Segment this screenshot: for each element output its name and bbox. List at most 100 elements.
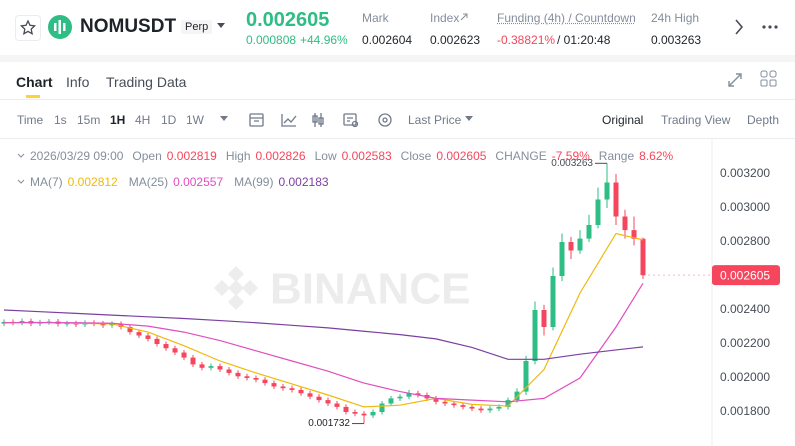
watermark: BINANCE: [214, 265, 470, 314]
ma-name: MA(7): [30, 175, 63, 189]
candle-body: [532, 310, 538, 361]
interval-dropdown[interactable]: [219, 115, 229, 123]
candle-body: [595, 199, 601, 225]
interval[interactable]: 1D: [161, 113, 177, 127]
watermark-logo: [214, 266, 258, 310]
candle-body: [631, 230, 637, 239]
candle-body: [298, 389, 304, 394]
scroll-right[interactable]: [732, 17, 746, 37]
candle-body: [190, 357, 196, 365]
collapse-icon[interactable]: [17, 175, 25, 189]
candle-body: [154, 338, 160, 344]
price-type[interactable]: Last Price: [408, 113, 462, 127]
candle-body: [181, 352, 187, 358]
candle-body: [613, 182, 619, 217]
candle-body: [496, 406, 502, 409]
interval[interactable]: 1W: [186, 113, 204, 127]
interval[interactable]: 1s: [54, 113, 67, 127]
symbol-dropdown[interactable]: [216, 22, 226, 30]
candle-body: [514, 391, 520, 401]
y-tick-label: 0.002000: [720, 370, 770, 384]
stat-value: 0.002623: [430, 33, 481, 47]
favorite-button[interactable]: [15, 15, 41, 41]
stat-label: Index: [430, 11, 460, 25]
candle-body: [109, 323, 115, 326]
stat-label: Funding (4h) / Countdown: [497, 11, 636, 25]
ma-name: MA(99): [234, 175, 274, 189]
high-label: 0.003263: [551, 158, 593, 169]
candle-body: [559, 242, 565, 276]
interval[interactable]: 4H: [135, 113, 151, 127]
ma-value: 0.002183: [278, 175, 329, 189]
interval-active[interactable]: 1H: [110, 113, 126, 127]
legend-label: Open: [132, 149, 162, 163]
last-price: 0.002605: [246, 9, 330, 31]
candle-body: [64, 323, 70, 325]
candle-body: [316, 396, 322, 401]
candle-body: [280, 386, 286, 389]
interval[interactable]: 15m: [77, 113, 101, 127]
fullscreen-button[interactable]: [726, 71, 744, 89]
layout-button[interactable]: [760, 70, 778, 88]
candle-body: [379, 403, 385, 412]
candle-body: [442, 401, 448, 404]
countdown: / 01:20:48: [557, 33, 611, 47]
candle-body: [586, 225, 592, 239]
candle-body: [406, 393, 412, 397]
candle-body: [208, 366, 214, 368]
view[interactable]: Depth: [747, 113, 780, 127]
candle-body: [100, 323, 106, 326]
ohlc-legend: 2026/03/29 09:00 Open 0.002819 High 0.00…: [17, 149, 677, 163]
divider: [0, 99, 795, 100]
tab[interactable]: Info: [66, 74, 90, 90]
last-price-label: 0.002605: [720, 268, 770, 282]
tool-icons[interactable]: [248, 111, 398, 129]
tab-active[interactable]: Chart: [16, 74, 53, 90]
stat-label: Mark: [362, 11, 389, 25]
candle-body: [172, 348, 178, 353]
legend-label: Low: [314, 149, 337, 163]
candle-body: [343, 406, 349, 412]
legend-value: 0.002826: [255, 149, 306, 163]
y-tick-label: 0.003000: [720, 200, 770, 214]
y-tick-label: 0.001800: [720, 404, 770, 418]
candle-body: [469, 406, 475, 409]
ma-value: 0.002812: [67, 175, 118, 189]
legend-value: -7.59%: [551, 149, 590, 163]
legend-label: Range: [598, 149, 635, 163]
toolbar-label: Time: [17, 113, 44, 127]
collapse-icon[interactable]: [17, 149, 25, 163]
candle-body: [334, 403, 340, 407]
link-icon: [460, 13, 468, 21]
candle-body: [550, 276, 556, 327]
candle-body: [199, 364, 205, 368]
star-icon: [19, 19, 37, 35]
candle-body: [415, 393, 421, 395]
candle-body: [226, 369, 232, 373]
coin-logo: [48, 15, 72, 39]
view[interactable]: Trading View: [661, 113, 731, 127]
legend-value: 0.002819: [166, 149, 217, 163]
candle-body: [622, 216, 628, 231]
candle-body: [460, 405, 466, 407]
more-menu[interactable]: [762, 20, 778, 34]
price-type-dropdown[interactable]: [464, 115, 474, 123]
candle-body: [127, 327, 133, 333]
ma-legend: MA(7) 0.002812 MA(25) 0.002557 MA(99) 0.00218…: [17, 175, 335, 189]
candle-body: [577, 238, 583, 251]
legend-label: CHANGE: [495, 149, 547, 163]
legend-label: High: [225, 149, 251, 163]
candle-body: [325, 400, 331, 404]
candle-body: [217, 366, 223, 370]
candle-body: [388, 398, 394, 404]
candle-body: [262, 379, 268, 384]
price-change-pct: +44.96%: [300, 33, 348, 47]
candle-body: [361, 413, 367, 416]
candle-body: [568, 242, 574, 251]
candle-body: [505, 400, 511, 407]
candle-body: [604, 182, 610, 200]
candle-body: [307, 393, 313, 397]
view-active[interactable]: Original: [602, 113, 644, 127]
tab[interactable]: Trading Data: [106, 74, 187, 90]
